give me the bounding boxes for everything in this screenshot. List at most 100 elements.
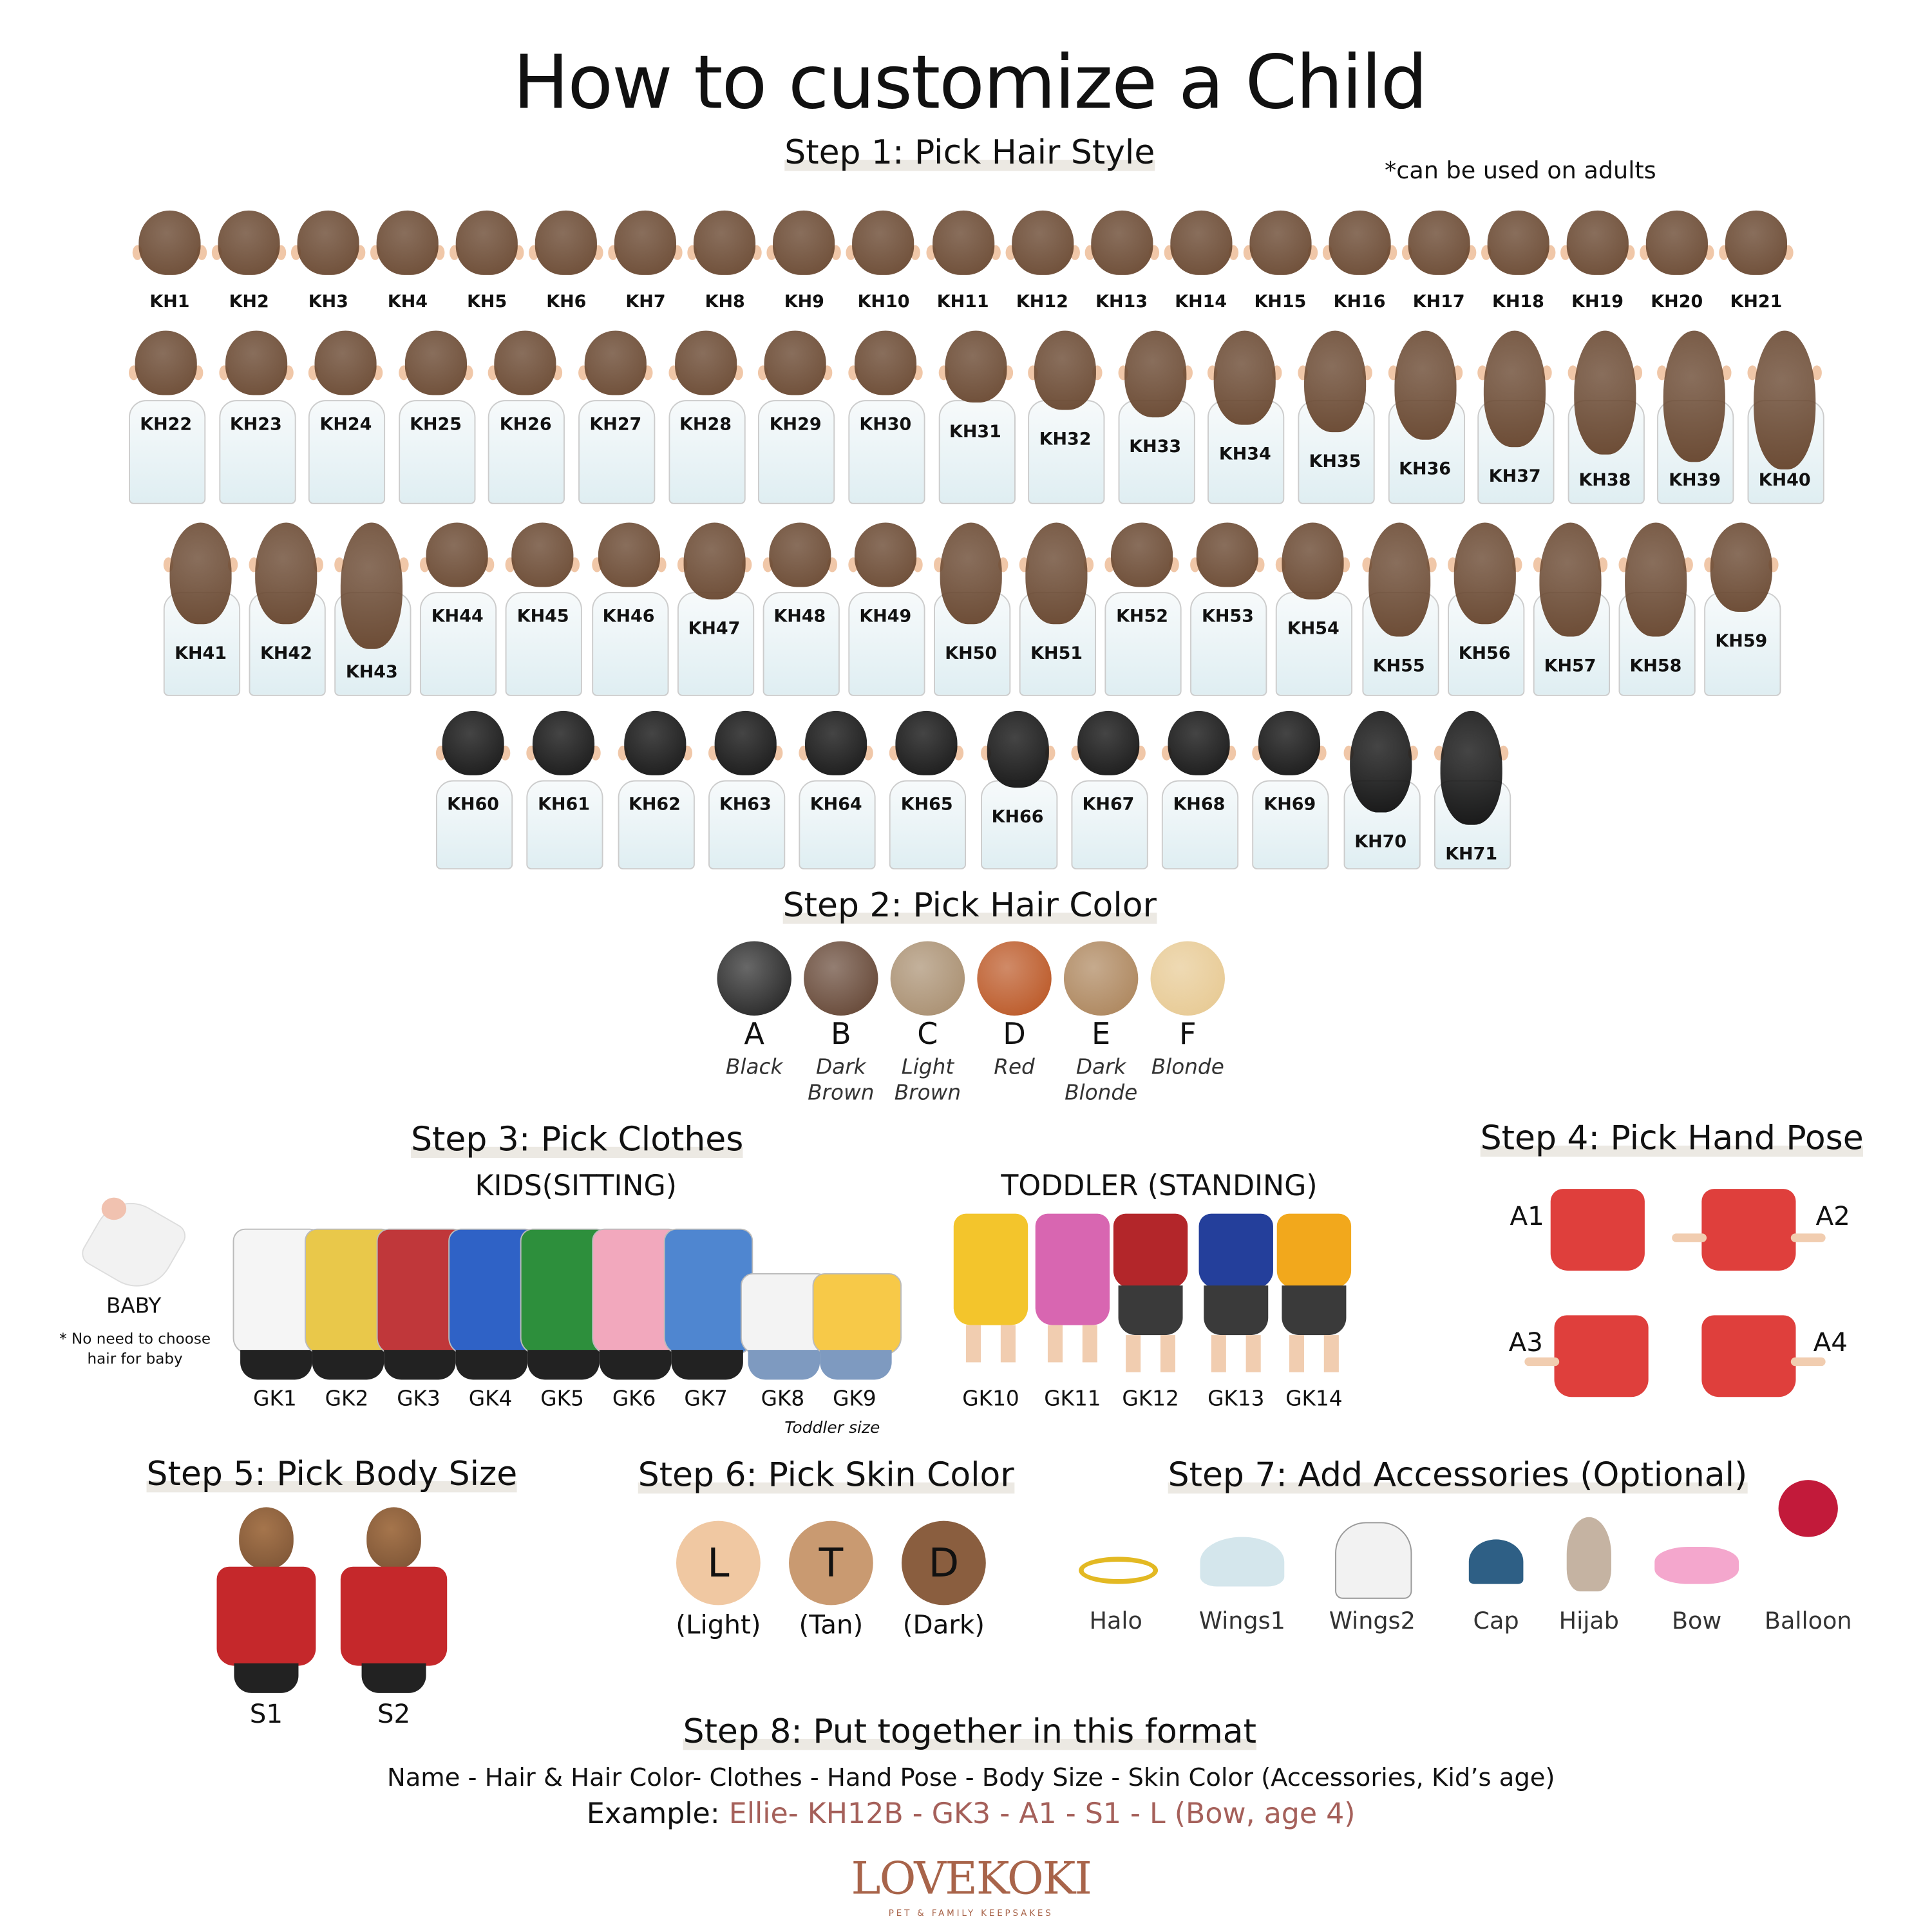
hair-style-kh63[interactable]: KH63 [703, 708, 788, 882]
hair-color-swatch[interactable] [804, 941, 878, 1016]
hair-style-kh13[interactable]: KH13 [1079, 208, 1164, 381]
hair-color-swatch[interactable] [717, 941, 791, 1016]
hair-style-kh62[interactable]: KH62 [612, 708, 697, 882]
hair-style-kh58[interactable]: KH58 [1614, 520, 1698, 696]
hair-style-kh23[interactable]: KH23 [214, 328, 298, 504]
hair-style-kh26[interactable]: KH26 [484, 328, 568, 504]
hand-pose-a2[interactable] [1672, 1186, 1826, 1275]
hair-style-kh45[interactable]: KH45 [501, 520, 585, 696]
hair-style-kh65[interactable]: KH65 [885, 708, 969, 882]
hair-style-kh61[interactable]: KH61 [522, 708, 606, 882]
clothes-gk2[interactable]: GK2 [299, 1226, 394, 1425]
hair-style-kh27[interactable]: KH27 [573, 328, 658, 504]
hair-style-kh31[interactable]: KH31 [933, 328, 1018, 504]
hair-style-kh10[interactable]: KH10 [842, 208, 926, 381]
hair-color-d[interactable]: D Red [971, 939, 1058, 1112]
hair-style-kh64[interactable]: KH64 [794, 708, 878, 882]
hair-style-kh42[interactable]: KH42 [244, 520, 328, 696]
hand-pose-a1[interactable] [1523, 1186, 1672, 1275]
hair-style-kh49[interactable]: KH49 [843, 520, 927, 696]
baby-image[interactable] [77, 1189, 191, 1300]
hair-style-kh57[interactable]: KH57 [1528, 520, 1613, 696]
hair-color-c[interactable]: C Light Brown [884, 939, 971, 1112]
hair-style-kh21[interactable]: KH21 [1714, 208, 1799, 381]
hair-style-kh46[interactable]: KH46 [587, 520, 671, 696]
hand-pose-a4[interactable] [1674, 1312, 1826, 1401]
hair-style-kh50[interactable]: KH50 [929, 520, 1013, 696]
hair-style-kh4[interactable]: KH4 [366, 208, 450, 381]
hair-style-kh16[interactable]: KH16 [1318, 208, 1402, 381]
hair-style-kh39[interactable]: KH39 [1653, 328, 1737, 504]
hair-style-kh56[interactable]: KH56 [1443, 520, 1527, 696]
hair-style-kh68[interactable]: KH68 [1157, 708, 1242, 882]
hair-style-kh34[interactable]: KH34 [1203, 328, 1287, 504]
hair-style-kh69[interactable]: KH69 [1247, 708, 1332, 882]
hair-style-kh48[interactable]: KH48 [757, 520, 842, 696]
hair-style-kh52[interactable]: KH52 [1100, 520, 1184, 696]
hair-color-swatch[interactable] [977, 941, 1052, 1016]
clothes-gk11[interactable]: GK11 [1030, 1211, 1115, 1422]
body-size-s2[interactable]: S2 [332, 1505, 455, 1734]
hair-style-kh43[interactable]: KH43 [330, 520, 414, 696]
hair-style-kh36[interactable]: KH36 [1383, 328, 1467, 504]
hair-style-kh70[interactable]: KH70 [1338, 708, 1423, 882]
hand-pose-a3[interactable] [1524, 1312, 1676, 1401]
hair-style-kh44[interactable]: KH44 [415, 520, 500, 696]
clothes-gk10[interactable]: GK10 [949, 1211, 1033, 1422]
hair-style-kh11[interactable]: KH11 [921, 208, 1005, 381]
hair-style-kh28[interactable]: KH28 [663, 328, 748, 504]
hair-style-kh7[interactable]: KH7 [603, 208, 688, 381]
skin-swatch[interactable]: L [676, 1520, 761, 1605]
skin-color-t[interactable]: T (Tan) [775, 1520, 887, 1658]
hair-style-kh53[interactable]: KH53 [1186, 520, 1270, 696]
hair-style-kh1[interactable]: KH1 [128, 208, 212, 381]
clothes-gk14[interactable]: GK14 [1272, 1211, 1356, 1422]
hair-style-kh9[interactable]: KH9 [762, 208, 846, 381]
hair-style-kh17[interactable]: KH17 [1397, 208, 1481, 381]
clothes-gk12[interactable]: GK12 [1108, 1211, 1193, 1422]
hair-style-kh29[interactable]: KH29 [753, 328, 838, 504]
hair-style-kh33[interactable]: KH33 [1113, 328, 1197, 504]
hair-style-kh15[interactable]: KH15 [1238, 208, 1322, 381]
hair-style-kh32[interactable]: KH32 [1023, 328, 1108, 504]
hair-color-b[interactable]: B Dark Brown [797, 939, 884, 1112]
hair-style-kh6[interactable]: KH6 [524, 208, 609, 381]
hair-style-kh35[interactable]: KH35 [1293, 328, 1378, 504]
hair-style-kh18[interactable]: KH18 [1476, 208, 1560, 381]
skin-swatch[interactable]: D [902, 1520, 986, 1605]
clothes-gk9[interactable]: GK9 [808, 1226, 902, 1425]
body-size-s1[interactable]: S1 [204, 1505, 328, 1734]
hair-style-kh51[interactable]: KH51 [1014, 520, 1099, 696]
hair-style-kh5[interactable]: KH5 [445, 208, 529, 381]
hair-style-kh60[interactable]: KH60 [431, 708, 515, 882]
hair-style-kh19[interactable]: KH19 [1555, 208, 1640, 381]
hair-style-kh67[interactable]: KH67 [1066, 708, 1151, 882]
hair-color-swatch[interactable] [890, 941, 965, 1016]
hair-style-kh40[interactable]: KH40 [1743, 328, 1827, 504]
hair-style-kh8[interactable]: KH8 [683, 208, 767, 381]
hair-color-a[interactable]: A Black [711, 939, 798, 1112]
hair-style-kh24[interactable]: KH24 [304, 328, 388, 504]
hair-style-kh66[interactable]: KH66 [976, 708, 1060, 882]
hair-style-kh20[interactable]: KH20 [1634, 208, 1719, 381]
hair-color-swatch[interactable] [1150, 941, 1225, 1016]
hair-style-kh71[interactable]: KH71 [1429, 708, 1513, 882]
hair-style-kh55[interactable]: KH55 [1357, 520, 1441, 696]
hair-style-kh22[interactable]: KH22 [124, 328, 208, 504]
hair-color-e[interactable]: E Dark Blonde [1057, 939, 1144, 1112]
skin-color-d[interactable]: D (Dark) [888, 1520, 999, 1658]
hair-style-kh47[interactable]: KH47 [672, 520, 757, 696]
hair-style-kh41[interactable]: KH41 [158, 520, 243, 696]
hair-style-kh25[interactable]: KH25 [393, 328, 478, 504]
hair-style-kh12[interactable]: KH12 [1000, 208, 1084, 381]
hair-style-kh14[interactable]: KH14 [1159, 208, 1243, 381]
hair-style-kh37[interactable]: KH37 [1473, 328, 1557, 504]
hair-style-kh59[interactable]: KH59 [1699, 520, 1783, 696]
skin-color-l[interactable]: L (Light) [663, 1520, 774, 1658]
hair-style-kh30[interactable]: KH30 [843, 328, 927, 504]
hair-color-f[interactable]: F Blonde [1144, 939, 1231, 1112]
hair-style-kh3[interactable]: KH3 [286, 208, 370, 381]
hair-color-swatch[interactable] [1063, 941, 1139, 1016]
hair-style-kh54[interactable]: KH54 [1271, 520, 1356, 696]
clothes-gk13[interactable]: GK13 [1194, 1211, 1278, 1422]
